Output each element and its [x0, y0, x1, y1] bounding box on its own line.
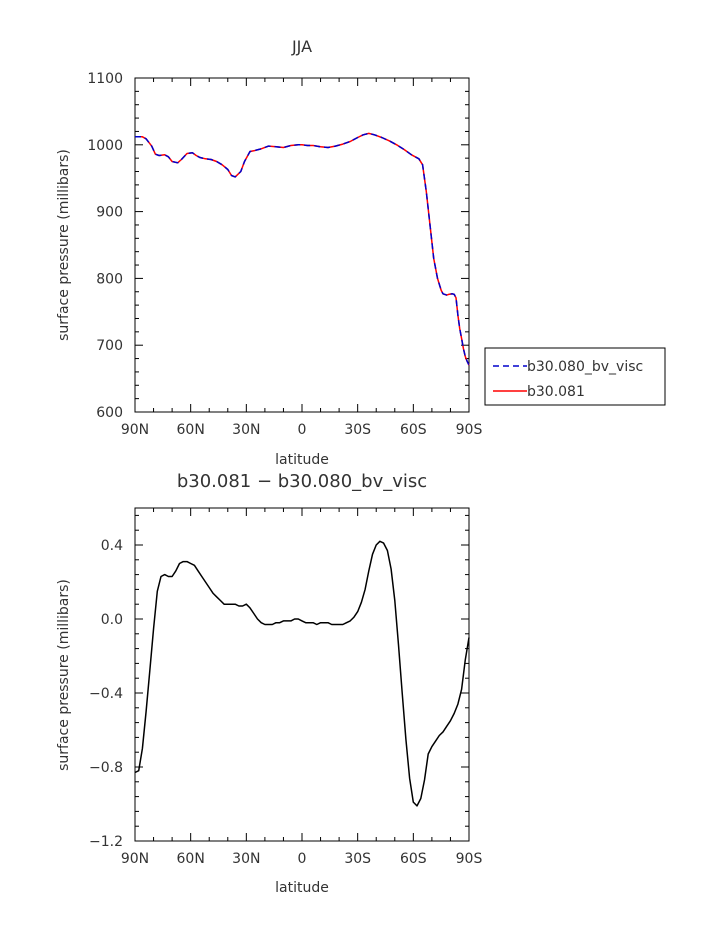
x-tick-label: 60S	[400, 851, 427, 867]
y-tick-label: 0.4	[101, 538, 123, 554]
y-axis-label: surface pressure (millibars)	[56, 149, 72, 341]
y-tick-label: 900	[96, 205, 123, 221]
panel-difference: b30.081 − b30.080_bv_visc 90N 60N 30N 0 30S 6…	[56, 471, 482, 896]
chart-title: b30.081 − b30.080_bv_visc	[177, 471, 427, 492]
plot-frame	[134, 507, 470, 842]
series-line-1	[134, 540, 470, 807]
x-tick-label: 60N	[177, 851, 205, 867]
plot-frame	[134, 77, 470, 413]
x-tick-label: 0	[298, 422, 307, 438]
x-tick-label: 60S	[400, 422, 427, 438]
legend-label-series-2: b30.081	[527, 384, 585, 400]
x-tick-label: 90S	[456, 422, 483, 438]
y-axis-label: surface pressure (millibars)	[56, 579, 72, 771]
x-tick-label: 90N	[121, 422, 149, 438]
x-tick-label: 60N	[177, 422, 205, 438]
x-tick-label: 90N	[121, 851, 149, 867]
y-tick-label: 1100	[87, 71, 123, 87]
series-line-2	[135, 132, 470, 366]
legend: b30.080_bv_visc b30.081	[484, 347, 666, 406]
panel-jja: JJA 90N 60N 30N 0 30S 60S 90S 600 700 800 900 1000 1…	[56, 37, 666, 468]
x-tick-label: 90S	[456, 851, 483, 867]
x-tick-label: 30N	[232, 422, 260, 438]
y-tick-label: 0.0	[101, 612, 123, 628]
series-line-1	[135, 132, 470, 366]
x-axis-label: latitude	[275, 880, 329, 896]
legend-box	[484, 347, 666, 406]
y-tick-label: −0.8	[89, 760, 123, 776]
legend-label-series-1: b30.080_bv_visc	[527, 359, 643, 375]
y-tick-label: −0.4	[89, 686, 123, 702]
y-tick-label: 700	[96, 338, 123, 354]
y-tick-label: −1.2	[89, 834, 123, 850]
y-tick-label: 600	[96, 405, 123, 421]
x-tick-label: 30S	[344, 422, 371, 438]
x-tick-label: 0	[298, 851, 307, 867]
chart-title: JJA	[291, 37, 312, 56]
x-tick-label: 30S	[344, 851, 371, 867]
x-axis-label: latitude	[275, 452, 329, 468]
y-tick-label: 1000	[87, 138, 123, 154]
x-tick-label: 30N	[232, 851, 260, 867]
y-tick-label: 800	[96, 271, 123, 287]
